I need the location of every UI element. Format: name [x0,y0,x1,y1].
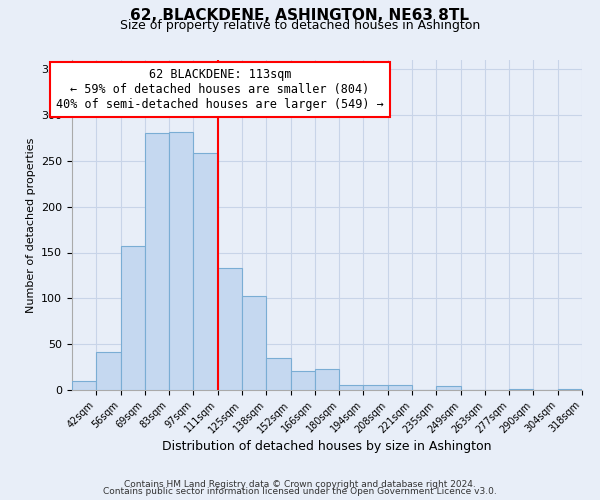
Bar [72,381,96,390]
Bar [218,268,242,390]
Text: Contains public sector information licensed under the Open Government Licence v3: Contains public sector information licen… [103,487,497,496]
Bar [388,386,412,390]
Bar [509,389,533,390]
Bar [315,369,339,390]
Bar [242,296,266,390]
X-axis label: Distribution of detached houses by size in Ashington: Distribution of detached houses by size … [162,440,492,454]
Y-axis label: Number of detached properties: Number of detached properties [26,138,35,312]
Text: 62 BLACKDENE: 113sqm
← 59% of detached houses are smaller (804)
40% of semi-deta: 62 BLACKDENE: 113sqm ← 59% of detached h… [56,68,384,112]
Bar [96,352,121,390]
Bar [266,358,290,390]
Text: Size of property relative to detached houses in Ashington: Size of property relative to detached ho… [120,18,480,32]
Bar [364,384,388,390]
Bar [339,384,364,390]
Bar [290,371,315,390]
Text: Contains HM Land Registry data © Crown copyright and database right 2024.: Contains HM Land Registry data © Crown c… [124,480,476,489]
Bar [558,389,582,390]
Bar [169,132,193,390]
Bar [193,154,218,390]
Bar [121,246,145,390]
Bar [145,134,169,390]
Text: 62, BLACKDENE, ASHINGTON, NE63 8TL: 62, BLACKDENE, ASHINGTON, NE63 8TL [131,8,470,22]
Bar [436,386,461,390]
